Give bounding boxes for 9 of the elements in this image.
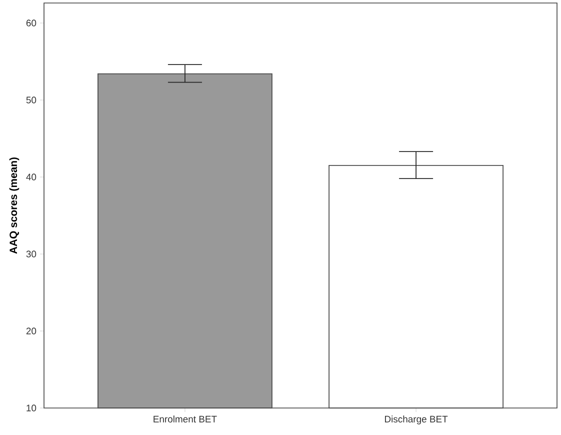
y-tick-label: 60 bbox=[26, 20, 36, 26]
y-tick-label: 30 bbox=[26, 250, 36, 258]
x-tick-label: Discharge BET bbox=[385, 416, 448, 424]
x-tick-label: Enrolment BET bbox=[154, 416, 217, 422]
y-tick-label: 10 bbox=[26, 404, 36, 412]
y-tick-label: 50 bbox=[26, 96, 36, 104]
y-tick-label: 20 bbox=[26, 328, 36, 334]
y-tick-label: 40 bbox=[26, 174, 36, 180]
y-axis-title: AAQ scores (mean) bbox=[9, 158, 20, 254]
